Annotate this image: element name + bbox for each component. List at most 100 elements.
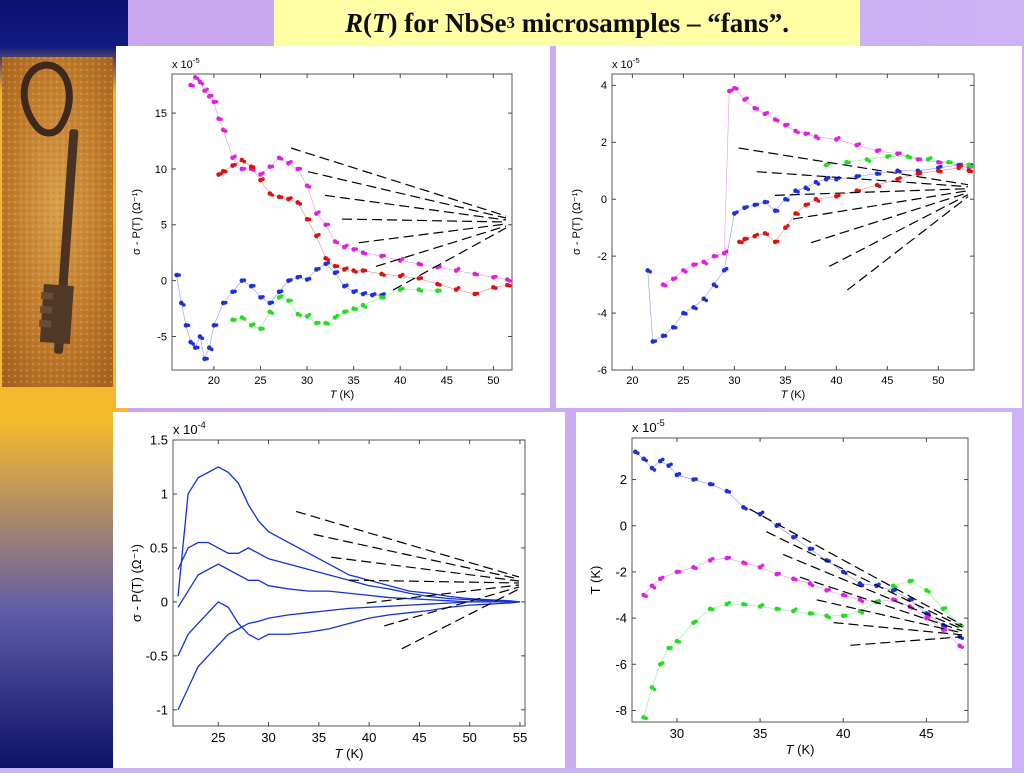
data-point [735,86,739,91]
data-point [694,619,698,624]
data-point [652,585,657,590]
data-point [475,272,480,277]
chart-top-right: 20 25 30 35 40 45 50 -6 -4 -2 0 2 4 x 10-5 T (K) σ - P(… [571,56,975,401]
data-point [669,462,673,467]
fan-fit-line [816,599,963,634]
x-axis-label: T (K) [781,389,805,401]
data-point [775,209,780,213]
data-point [279,195,284,199]
data-point [382,253,386,258]
data-point [843,571,848,575]
fan-fit-line [375,225,507,267]
x-axis-label-unit: (K) [794,742,815,757]
data-point [354,307,358,311]
plot-frame [172,439,526,727]
data-point [363,305,368,309]
data-point [827,587,831,592]
x-tick-label: 45 [881,375,893,387]
fan-fit-line [756,171,969,188]
series-connector [647,164,969,343]
data-point [684,269,688,274]
data-point [727,600,732,605]
data-point [289,298,293,303]
data-point [494,274,498,279]
data-point [810,547,815,551]
data-point [223,169,228,174]
data-point [191,83,195,88]
data-point [317,210,321,214]
data-point [354,270,358,274]
data-point [298,274,303,279]
data-point [669,646,673,650]
series-connector [662,87,969,285]
x-axis-label: T (K) [786,742,815,757]
data-point [209,93,214,98]
data-point [279,294,284,298]
data-point [860,583,865,588]
data-point [307,217,312,222]
data-point [943,606,948,610]
fan-fit-line [833,622,963,636]
series-line [177,466,521,603]
data-point [744,602,748,607]
data-point [400,286,405,291]
data-point [806,202,811,206]
data-point [837,135,841,140]
fan-fit-line [850,636,963,646]
panel-bottom-left: 25 30 35 40 45 50 55 -1 -0.5 0 0.5 1 1.5 x 10-4 T (K) σ… [113,412,565,768]
y-axis-label: T (K) [588,566,603,595]
x-tick-label: 25 [211,730,225,745]
panel-top-left: 20 25 30 35 40 45 50 -5 0 5 10 15 x 10-5 T (K) σ - P(T… [116,46,550,408]
data-point [307,312,312,317]
x-tick-label: 45 [441,375,453,387]
x-tick-label: 40 [394,375,406,387]
data-point [186,323,191,328]
data-point [755,107,760,111]
data-point [928,156,933,160]
data-point [949,160,953,165]
data-point [242,317,247,321]
fan-fit-line [792,190,969,220]
fan-fit-line [749,508,963,626]
data-point [177,273,181,277]
data-point [694,477,698,481]
data-point [214,100,219,104]
data-point [860,599,865,604]
x-tick-label: 20 [626,375,638,387]
x-tick-label: 30 [670,726,684,741]
data-point [694,566,698,571]
data-point [677,472,682,476]
data-point [847,160,851,165]
data-point [714,284,719,289]
data-point [816,136,821,141]
plot-frame [631,437,969,723]
data-point [714,254,719,258]
data-point [673,325,678,330]
data-point [644,458,648,463]
data-point [816,199,821,203]
data-point [648,269,652,274]
series-line [177,563,520,608]
y-tick-label: -6 [597,365,607,377]
data-point [810,583,815,588]
data-point [382,273,386,277]
data-point [345,266,349,270]
slide-title: R(T) for NbSe 3 microsamples – “fans”. [274,0,860,46]
data-point [677,569,682,574]
data-point [843,613,848,618]
data-point [419,262,424,267]
data-point [335,313,340,318]
x-axis-label-T: T [330,389,338,401]
data-point [888,154,892,158]
data-point [200,81,205,86]
data-point [205,87,209,92]
data-point [242,167,247,171]
x-tick-label: 35 [779,375,791,387]
data-point [663,334,668,338]
x-tick-label: 20 [208,375,220,387]
data-point [279,289,284,293]
axis-multiplier: x 10-5 [172,56,200,71]
title-paren-open: ( [363,7,372,38]
data-point [233,162,237,167]
